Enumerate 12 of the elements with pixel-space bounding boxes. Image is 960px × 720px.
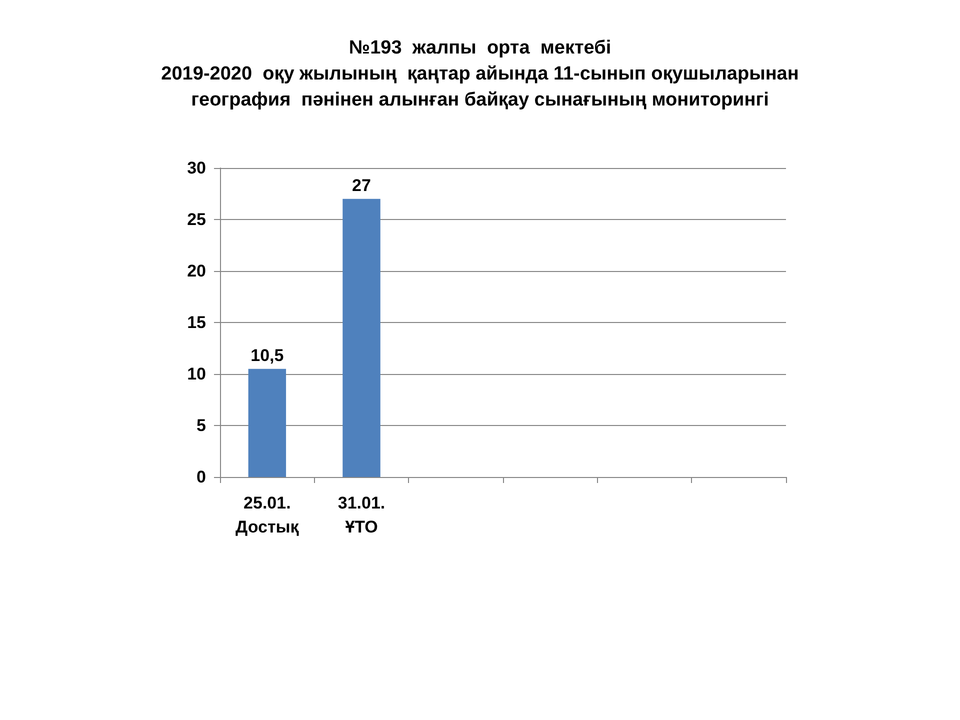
data-label: 27 <box>352 176 371 195</box>
chart-title: №193 жалпы орта мектебі 2019-2020 оқу жылының қаңтар айында 11-сынып оқушыларынан география пәнінен алынған байқау сынағының мониторингі <box>161 38 799 110</box>
y-tick-label: 5 <box>196 416 206 435</box>
x-tick-label: 25.01. Достық <box>236 494 300 536</box>
y-tick-label: 10 <box>187 364 206 384</box>
data-label: 10,5 <box>250 346 284 365</box>
x-tick-label: 31.01. ҰТО <box>338 494 386 536</box>
y-tick-label: 15 <box>187 313 206 332</box>
y-tick-label: 0 <box>196 468 206 486</box>
y-tick-label: 25 <box>187 210 206 229</box>
y-tick-label: 20 <box>187 262 206 280</box>
y-tick-label: 30 <box>187 158 206 178</box>
